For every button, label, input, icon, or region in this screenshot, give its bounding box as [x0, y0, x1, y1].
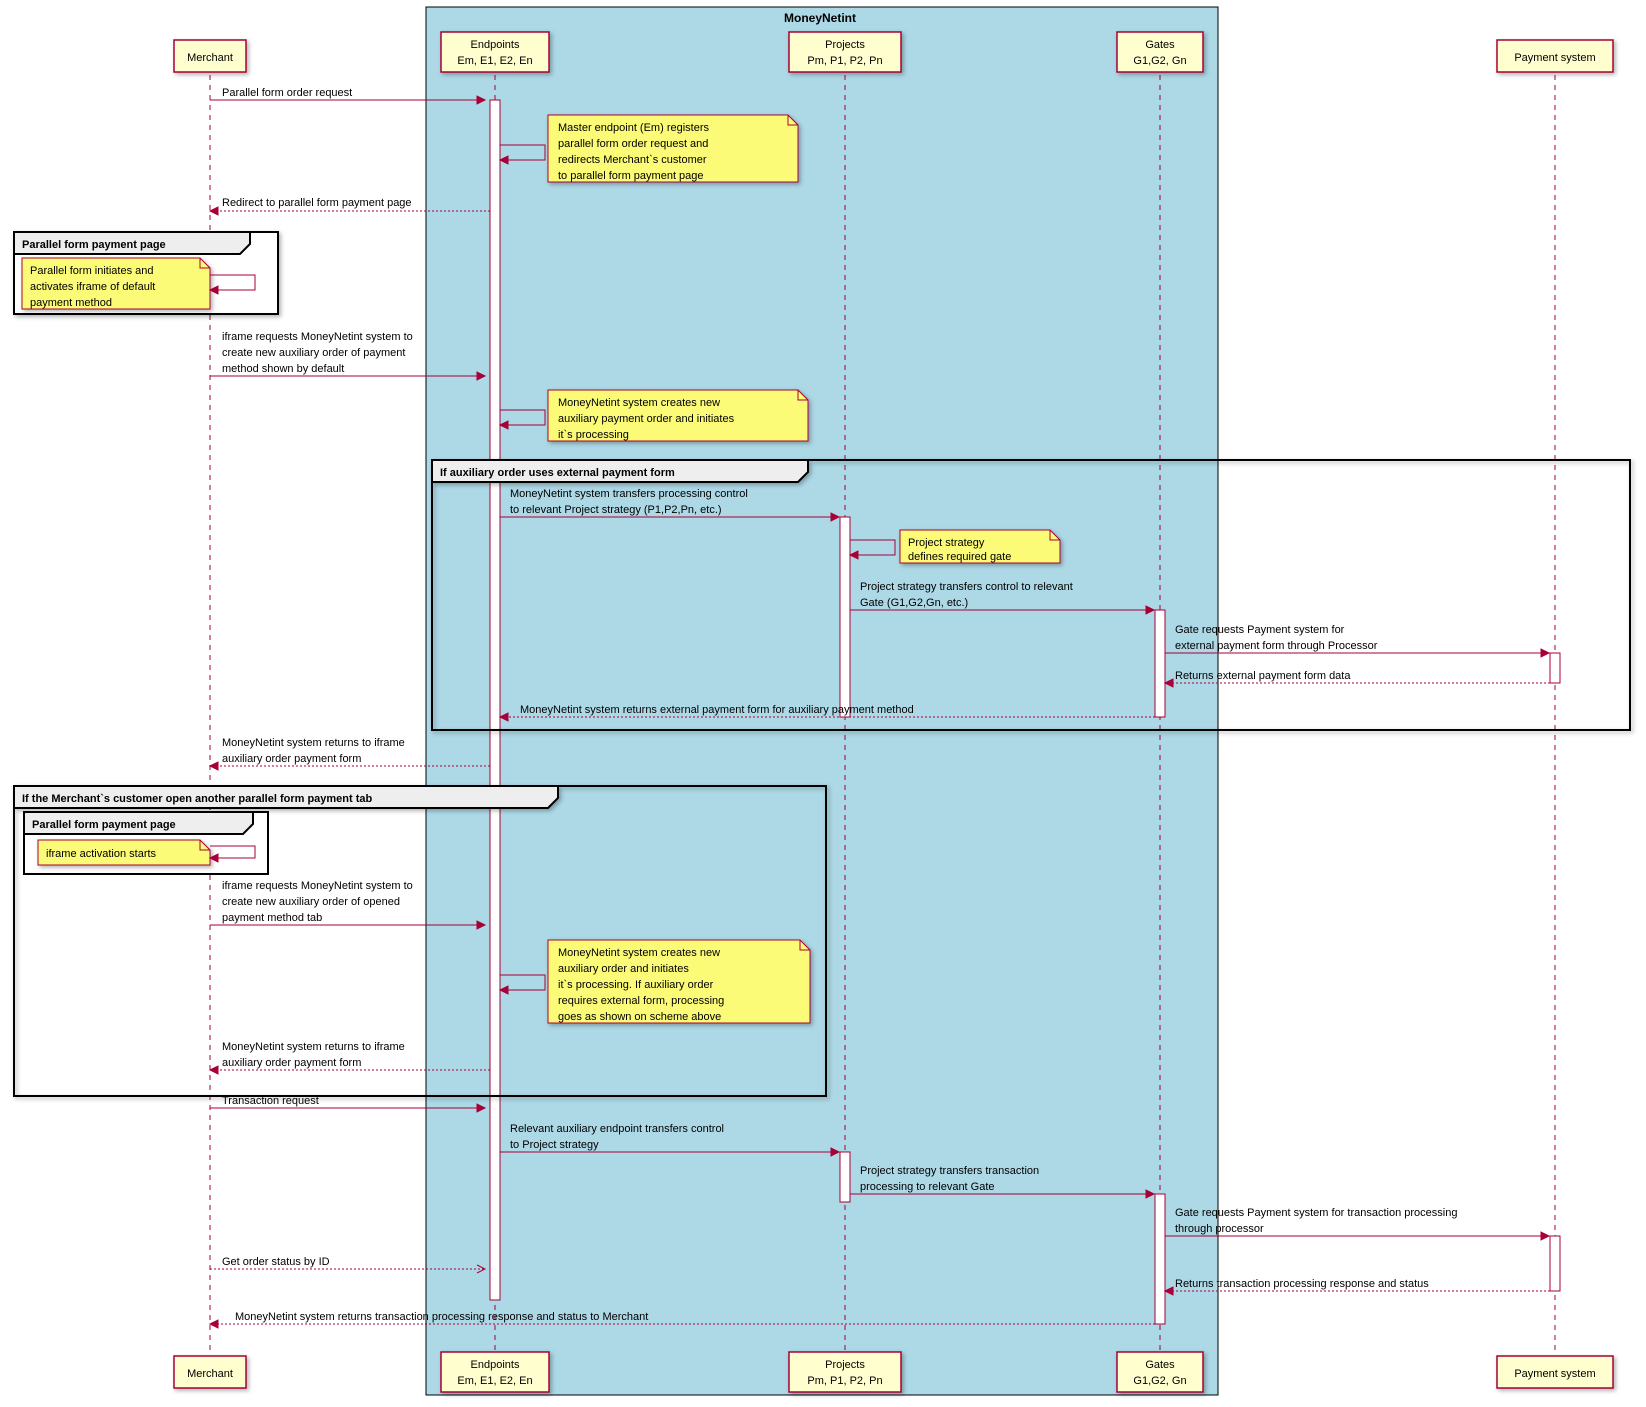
svg-text:Em, E1, E2, En: Em, E1, E2, En: [457, 1375, 532, 1387]
svg-text:payment method: payment method: [30, 297, 112, 309]
svg-text:iframe requests MoneyNetint sy: iframe requests MoneyNetint system to: [222, 331, 413, 343]
svg-text:Gate (G1,G2,Gn, etc.): Gate (G1,G2,Gn, etc.): [860, 597, 968, 609]
svg-text:goes as shown on scheme above: goes as shown on scheme above: [558, 1011, 721, 1023]
projects-label-top-l2: Pm, P1, P2, Pn: [807, 55, 882, 67]
svg-text:Parallel form payment page: Parallel form payment page: [32, 819, 176, 831]
svg-text:Project strategy: Project strategy: [908, 537, 985, 549]
endpoints-activation: [490, 100, 500, 1300]
svg-text:processing to relevant Gate: processing to relevant Gate: [860, 1181, 995, 1193]
endpoints-label-top-l2: Em, E1, E2, En: [457, 55, 532, 67]
svg-text:parallel form order request an: parallel form order request and: [558, 138, 708, 150]
svg-text:iframe activation starts: iframe activation starts: [46, 848, 157, 860]
svg-text:iframe requests MoneyNetint sy: iframe requests MoneyNetint system to: [222, 880, 413, 892]
svg-text:Project strategy transfers tra: Project strategy transfers transaction: [860, 1165, 1039, 1177]
svg-text:MoneyNetint system transfers p: MoneyNetint system transfers processing …: [510, 488, 748, 500]
sequence-diagram: MoneyNetint Merchant Endpoints Em, E1, E…: [0, 0, 1646, 1407]
gates-label-top-l1: Gates: [1145, 39, 1175, 51]
svg-text:it`s processing. If auxiliary: it`s processing. If auxiliary order: [558, 979, 714, 991]
svg-text:MoneyNetint system returns ext: MoneyNetint system returns external paym…: [520, 704, 914, 716]
svg-text:MoneyNetint system returns tra: MoneyNetint system returns transaction p…: [235, 1311, 648, 1323]
merchant-label-top: Merchant: [187, 52, 233, 64]
svg-text:to relevant Project strategy (: to relevant Project strategy (P1,P2,Pn, …: [510, 504, 722, 516]
svg-text:MoneyNetint system returns to: MoneyNetint system returns to iframe: [222, 737, 405, 749]
moneynetint-title: MoneyNetint: [784, 11, 856, 25]
svg-text:Merchant: Merchant: [187, 1368, 233, 1380]
svg-text:through processor: through processor: [1175, 1223, 1264, 1235]
svg-text:create new auxiliary order of: create new auxiliary order of opened: [222, 896, 400, 908]
svg-text:Project strategy transfers con: Project strategy transfers control to re…: [860, 581, 1073, 593]
svg-text:Transaction request: Transaction request: [222, 1095, 319, 1107]
svg-text:auxiliary order payment form: auxiliary order payment form: [222, 1057, 361, 1069]
svg-text:create new auxiliary order of: create new auxiliary order of payment: [222, 347, 405, 359]
payment-system-label-top: Payment system: [1514, 52, 1595, 64]
svg-text:Returns transaction processing: Returns transaction processing response …: [1175, 1278, 1429, 1290]
svg-text:external payment form through: external payment form through Processor: [1175, 640, 1378, 652]
svg-text:MoneyNetint system creates new: MoneyNetint system creates new: [558, 947, 720, 959]
svg-text:to Project strategy: to Project strategy: [510, 1139, 599, 1151]
svg-text:Master endpoint (Em) registers: Master endpoint (Em) registers: [558, 122, 709, 134]
svg-text:Get order status by ID: Get order status by ID: [222, 1256, 330, 1268]
svg-text:Pm, P1, P2, Pn: Pm, P1, P2, Pn: [807, 1375, 882, 1387]
svg-text:If auxiliary order uses extern: If auxiliary order uses external payment…: [440, 467, 675, 479]
svg-text:Parallel form payment page: Parallel form payment page: [22, 239, 166, 251]
svg-text:activates iframe of default: activates iframe of default: [30, 281, 155, 293]
svg-text:Payment system: Payment system: [1514, 1368, 1595, 1380]
svg-text:defines required gate: defines required gate: [908, 551, 1011, 563]
svg-text:Projects: Projects: [825, 1359, 865, 1371]
svg-text:G1,G2, Gn: G1,G2, Gn: [1133, 1375, 1186, 1387]
svg-text:it`s processing: it`s processing: [558, 429, 629, 441]
svg-text:Gate requests Payment system f: Gate requests Payment system for transac…: [1175, 1207, 1457, 1219]
svg-text:MoneyNetint system creates new: MoneyNetint system creates new: [558, 397, 720, 409]
svg-text:Relevant auxiliary endpoint tr: Relevant auxiliary endpoint transfers co…: [510, 1123, 724, 1135]
svg-text:auxiliary payment order and in: auxiliary payment order and initiates: [558, 413, 735, 425]
svg-text:MoneyNetint system returns to: MoneyNetint system returns to iframe: [222, 1041, 405, 1053]
svg-text:Returns external payment form: Returns external payment form data: [1175, 670, 1351, 682]
svg-text:payment method tab: payment method tab: [222, 912, 322, 924]
svg-text:redirects Merchant`s customer: redirects Merchant`s customer: [558, 154, 707, 166]
endpoints-label-top-l1: Endpoints: [471, 39, 520, 51]
svg-text:If the Merchant`s customer ope: If the Merchant`s customer open another …: [22, 793, 373, 805]
svg-text:auxiliary order and initiates: auxiliary order and initiates: [558, 963, 689, 975]
moneynetint-container-bg: [426, 7, 1218, 1395]
svg-text:auxiliary order payment form: auxiliary order payment form: [222, 753, 361, 765]
gates-label-top-l2: G1,G2, Gn: [1133, 55, 1186, 67]
svg-text:Gates: Gates: [1145, 1359, 1175, 1371]
projects-label-top-l1: Projects: [825, 39, 865, 51]
msg-redirect: Redirect to parallel form payment page: [222, 197, 412, 209]
svg-text:Gate requests Payment system f: Gate requests Payment system for: [1175, 624, 1345, 636]
svg-text:requires external form, proces: requires external form, processing: [558, 995, 724, 1007]
svg-text:Endpoints: Endpoints: [471, 1359, 520, 1371]
svg-text:method shown by default: method shown by default: [222, 363, 344, 375]
svg-text:Parallel form initiates and: Parallel form initiates and: [30, 265, 154, 277]
msg-parallel-form-order-request: Parallel form order request: [222, 87, 352, 99]
svg-text:to parallel form payment page: to parallel form payment page: [558, 170, 704, 182]
